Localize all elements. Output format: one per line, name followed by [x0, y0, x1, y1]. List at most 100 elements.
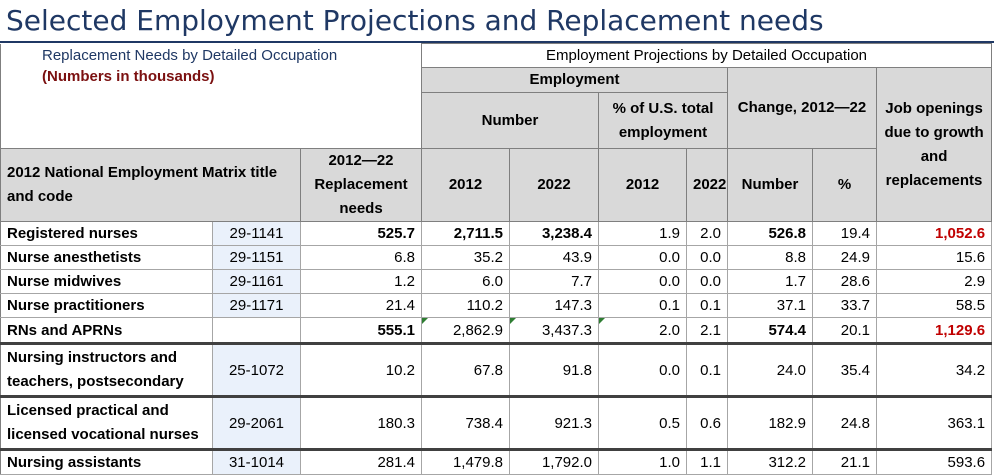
- change-percent: 24.9: [812, 245, 877, 270]
- employment-2022: 147.3: [509, 293, 599, 318]
- pct-total-2022: 2.0: [686, 221, 728, 246]
- replacement-group-header: Replacement Needs by Detailed Occupation: [42, 46, 338, 64]
- pct-total-2012: 0.1: [598, 293, 687, 318]
- change-percent: 33.7: [812, 293, 877, 318]
- pct-total-2022: 0.0: [686, 245, 728, 270]
- job-openings-header: Job openings due to growth and replaceme…: [875, 67, 993, 222]
- pct-total-2022: 0.6: [686, 396, 728, 451]
- employment-2022: 91.8: [509, 343, 599, 398]
- employment-2022: 3,437.3: [509, 317, 599, 345]
- page-title: Selected Employment Projections and Repl…: [6, 4, 824, 37]
- employment-number-header: Number: [421, 92, 599, 149]
- employment-2012: 110.2: [421, 293, 510, 318]
- change-number: 526.8: [727, 221, 813, 246]
- occupation-code: 29-1161: [212, 269, 301, 294]
- replacement-header-block: Replacement Needs by Detailed Occupation…: [0, 43, 422, 149]
- emp-2022-header: 2022: [509, 148, 599, 222]
- pct-total-2012: 0.0: [598, 269, 687, 294]
- employment-2012: 35.2: [421, 245, 510, 270]
- occupation-code: 29-1151: [212, 245, 301, 270]
- numbers-note: (Numbers in thousands): [42, 67, 215, 85]
- change-number: 8.8: [727, 245, 813, 270]
- job-openings: 58.5: [875, 293, 993, 318]
- job-openings: 593.6: [875, 449, 993, 475]
- occupation-code: 29-2061: [212, 396, 301, 451]
- employment-2012: 2,862.9: [421, 317, 510, 345]
- table-row: Nurse practitioners 29-1171 21.4 110.2 1…: [0, 293, 993, 318]
- employment-2022: 3,238.4: [509, 221, 599, 246]
- replacement-needs: 281.4: [300, 449, 422, 475]
- employment-2022: 7.7: [509, 269, 599, 294]
- job-openings: 1,129.6: [875, 317, 993, 345]
- change-header: Change, 2012—22: [727, 67, 877, 149]
- change-percent: 24.8: [812, 396, 877, 451]
- employment-2012: 67.8: [421, 343, 510, 398]
- projections-group-header: Employment Projections by Detailed Occup…: [420, 43, 993, 68]
- change-number: 574.4: [727, 317, 813, 345]
- change-percent: 20.1: [812, 317, 877, 345]
- occupation-title: Registered nurses: [0, 221, 213, 246]
- employment-2022: 43.9: [509, 245, 599, 270]
- pct-total-2022: 0.0: [686, 269, 728, 294]
- change-number-header: Number: [727, 148, 813, 222]
- occupation-code: [212, 317, 301, 345]
- change-number: 182.9: [727, 396, 813, 451]
- occupation-title: Nurse practitioners: [0, 293, 213, 318]
- pct-total-2012: 0.0: [598, 343, 687, 398]
- change-percent: 19.4: [812, 221, 877, 246]
- pct-total-2022: 0.1: [686, 293, 728, 318]
- occupation-title: Nursing assistants: [0, 449, 213, 475]
- table-row: Nursing assistants 31-1014 281.4 1,479.8…: [0, 449, 993, 475]
- pct-total-2012: 1.0: [598, 449, 687, 475]
- pct-us-total-header: % of U.S. total employment: [598, 92, 728, 149]
- change-percent: 21.1: [812, 449, 877, 475]
- employment-2012: 738.4: [421, 396, 510, 451]
- change-percent: 28.6: [812, 269, 877, 294]
- pct-2012-header: 2012: [598, 148, 687, 222]
- occupation-title: RNs and APRNs: [0, 317, 213, 345]
- job-openings: 34.2: [875, 343, 993, 398]
- replacement-needs: 21.4: [300, 293, 422, 318]
- pct-total-2022: 0.1: [686, 343, 728, 398]
- employment-header: Employment: [421, 67, 728, 93]
- table-row: Nursing instructors and teachers, postse…: [0, 343, 993, 398]
- table-row: Nurse midwives 29-1161 1.2 6.0 7.7 0.0 0…: [0, 269, 993, 294]
- job-openings: 363.1: [875, 396, 993, 451]
- occupation-code: 31-1014: [212, 449, 301, 475]
- matrix-title-header: 2012 National Employment Matrix title an…: [0, 148, 301, 222]
- employment-2022: 1,792.0: [509, 449, 599, 475]
- pct-total-2012: 0.5: [598, 396, 687, 451]
- table-row: Registered nurses 29-1141 525.7 2,711.5 …: [0, 221, 993, 246]
- replacement-needs: 1.2: [300, 269, 422, 294]
- job-openings: 1,052.6: [875, 221, 993, 246]
- title-rule: [0, 41, 994, 43]
- job-openings: 15.6: [875, 245, 993, 270]
- change-number: 312.2: [727, 449, 813, 475]
- employment-2012: 2,711.5: [421, 221, 510, 246]
- change-pct-header: %: [812, 148, 877, 222]
- change-number: 24.0: [727, 343, 813, 398]
- projections-table: Replacement Needs by Detailed Occupation…: [0, 43, 993, 475]
- pct-total-2022: 1.1: [686, 449, 728, 475]
- table-row: Nurse anesthetists 29-1151 6.8 35.2 43.9…: [0, 245, 993, 270]
- pct-total-2022: 2.1: [686, 317, 728, 345]
- change-percent: 35.4: [812, 343, 877, 398]
- table-row: Licensed practical and licensed vocation…: [0, 396, 993, 451]
- occupation-code: 29-1171: [212, 293, 301, 318]
- occupation-code: 29-1141: [212, 221, 301, 246]
- replacement-needs: 180.3: [300, 396, 422, 451]
- replacement-needs: 6.8: [300, 245, 422, 270]
- pct-total-2012: 2.0: [598, 317, 687, 345]
- employment-2012: 1,479.8: [421, 449, 510, 475]
- replacement-needs: 525.7: [300, 221, 422, 246]
- table-row-total: RNs and APRNs 555.1 2,862.9 3,437.3 2.0 …: [0, 317, 993, 345]
- replacement-needs-header: 2012—22 Replacement needs: [300, 148, 422, 222]
- occupation-code: 25-1072: [212, 343, 301, 398]
- employment-2012: 6.0: [421, 269, 510, 294]
- pct-total-2012: 1.9: [598, 221, 687, 246]
- occupation-title: Licensed practical and licensed vocation…: [0, 396, 213, 451]
- change-number: 1.7: [727, 269, 813, 294]
- replacement-needs: 555.1: [300, 317, 422, 345]
- replacement-needs: 10.2: [300, 343, 422, 398]
- emp-2012-header: 2012: [421, 148, 510, 222]
